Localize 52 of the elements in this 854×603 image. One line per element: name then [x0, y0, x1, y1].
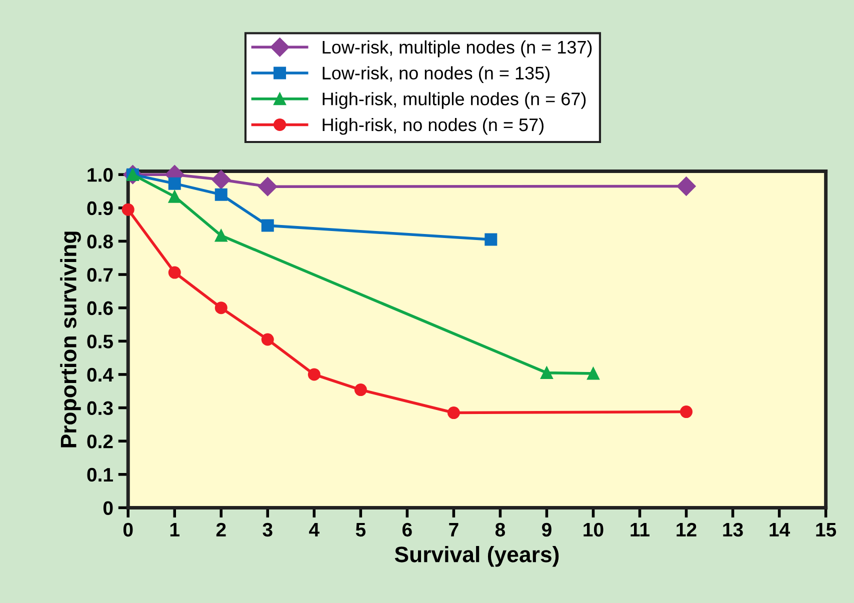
x-tick-label: 9 [542, 522, 552, 537]
legend-label: Low-risk, no nodes (n = 135) [322, 66, 550, 84]
point [168, 190, 181, 203]
y-axis-title: Proportion surviving [60, 232, 81, 448]
y-tick-label: 0.7 [87, 268, 113, 282]
x-axis-title: Survival (years) [394, 546, 559, 567]
y-tick-label: 0.9 [87, 201, 113, 216]
point [214, 188, 228, 201]
x-tick-label: 10 [584, 522, 604, 537]
point [447, 406, 460, 420]
point [214, 229, 228, 242]
point [261, 333, 274, 346]
x-tick-label: 2 [216, 522, 226, 536]
x-tick-label: 15 [816, 523, 836, 537]
point [484, 233, 498, 246]
point [214, 302, 228, 314]
y-tick-label: 0.5 [87, 334, 113, 348]
point [354, 384, 367, 396]
y-tick-label: 0.2 [87, 434, 113, 448]
point [261, 219, 274, 232]
x-tick-label: 6 [402, 522, 412, 537]
x-tick-label: 5 [356, 523, 366, 537]
x-tick-label: 3 [262, 522, 272, 537]
x-tick-label: 13 [723, 522, 743, 537]
point [586, 367, 600, 380]
y-tick-label: 0.8 [87, 234, 113, 248]
x-tick-label: 1 [170, 523, 180, 536]
x-tick-label: 12 [676, 522, 696, 536]
x-tick-label: 14 [770, 523, 790, 536]
y-tick-label: 0 [103, 501, 113, 515]
point [680, 406, 693, 418]
y-tick-label: 0.1 [87, 468, 113, 482]
x-tick-label: 0 [123, 522, 133, 537]
x-tick-label: 11 [630, 523, 650, 536]
x-tick-label: 4 [309, 523, 320, 536]
y-tick-label: 0.6 [87, 301, 113, 316]
x-tick-label: 7 [449, 523, 458, 536]
point [168, 266, 181, 279]
legend-label: High-risk, no nodes (n = 57) [322, 118, 544, 135]
point [122, 203, 134, 216]
y-tick-label: 0.4 [87, 368, 114, 382]
point [258, 177, 278, 196]
point [676, 176, 696, 196]
legend-label: High-risk, multiple nodes (n = 67) [322, 92, 586, 109]
x-tick-label: 8 [495, 522, 506, 537]
point [212, 170, 231, 190]
legend-label: Low-risk, multiple nodes (n = 137) [322, 40, 592, 58]
y-tick-label: 0.3 [87, 401, 113, 416]
point [540, 366, 553, 380]
y-tick-label: 1.0 [88, 168, 113, 182]
point [168, 177, 181, 190]
point [308, 368, 320, 381]
